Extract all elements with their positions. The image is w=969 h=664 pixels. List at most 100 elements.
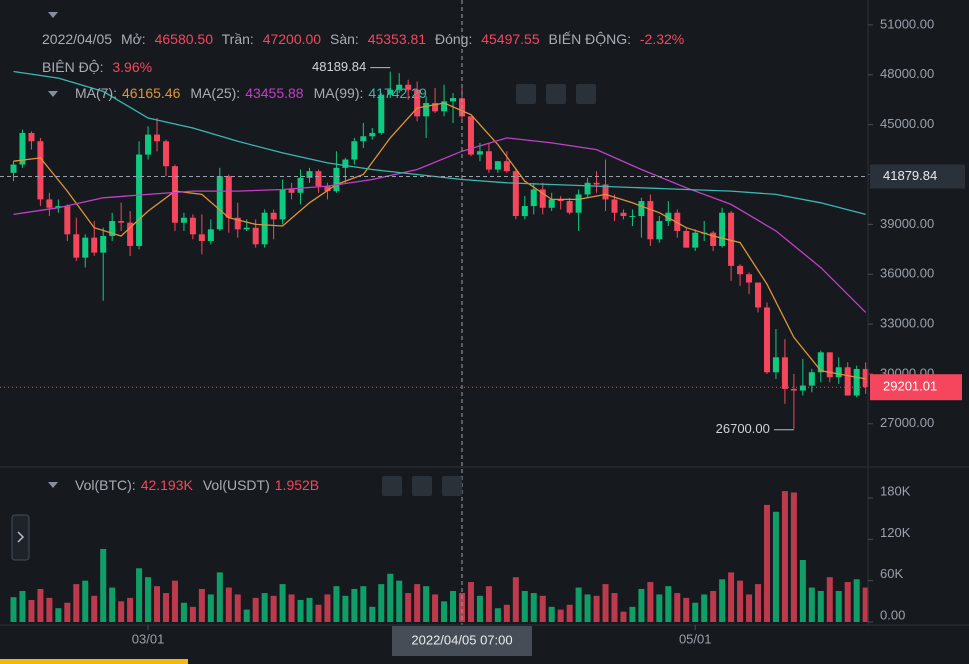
low-label: Sàn: (330, 31, 359, 47)
volume-bar (73, 584, 80, 622)
candle-body (647, 201, 654, 240)
vol-legend-value: 1.952B (275, 477, 319, 493)
last-price-label: 29201.01 (883, 379, 937, 394)
volume-bar (647, 582, 654, 622)
vol-settings-button[interactable] (412, 476, 432, 496)
volume-bar (467, 582, 474, 622)
volume-bar (46, 597, 53, 622)
candle-body (566, 201, 573, 213)
volume-bar (162, 593, 169, 622)
candle-body (467, 116, 474, 155)
candle-body (279, 189, 286, 220)
change-label: BIẾN ĐỘNG: (549, 31, 631, 47)
candle-body (485, 151, 492, 170)
volume-bar (243, 609, 250, 622)
collapse-caret[interactable] (48, 12, 58, 18)
volume-bar (512, 577, 519, 622)
expand-button[interactable] (11, 514, 30, 561)
vol-eye-button[interactable] (382, 476, 402, 496)
candle-body (387, 89, 394, 95)
ma-line (13, 70, 866, 216)
volume-bar (297, 599, 304, 622)
change-value: -2.32% (640, 31, 684, 47)
volume-bar (333, 586, 340, 622)
volume-bar (656, 594, 663, 622)
volume-bar (100, 548, 107, 622)
candle-body (844, 367, 851, 396)
candle-body (180, 217, 187, 223)
candle-body (853, 368, 860, 396)
vol-legend-value: 42.193K (141, 477, 194, 493)
candle-body (342, 159, 349, 168)
candle-body (136, 154, 143, 246)
candle-body (28, 132, 35, 142)
volume-bar (790, 492, 797, 622)
candle-body (710, 232, 717, 246)
volume-bar (450, 591, 457, 622)
volume-bar (216, 572, 223, 622)
volume-bar (503, 604, 510, 622)
volume-bar (808, 587, 815, 622)
candle-body (763, 307, 770, 373)
candle-body (243, 227, 250, 230)
ma-line (13, 137, 867, 313)
volume-bar (746, 594, 753, 622)
high-value: 47200.00 (263, 31, 322, 47)
close-button[interactable] (576, 84, 596, 104)
candle-body (790, 388, 797, 391)
candle-body (19, 132, 26, 165)
candle-body (270, 212, 277, 220)
volume-bar (288, 594, 295, 622)
ma-legend-label: MA(7): (75, 85, 117, 101)
candle-body (73, 234, 80, 258)
volume-bar (862, 587, 869, 622)
candle-body (162, 141, 169, 167)
volume-bar (396, 580, 403, 622)
volume-bar (611, 593, 618, 622)
vol-caret[interactable] (48, 482, 58, 488)
vol-close-button[interactable] (442, 476, 462, 496)
candle-body (91, 237, 98, 253)
volume-bar (755, 584, 762, 622)
candle-body (835, 367, 842, 378)
volume-bar (844, 582, 851, 622)
candle-body (405, 84, 412, 90)
candle-body (324, 186, 331, 192)
volume-bar (423, 586, 430, 622)
x-tick-label: 05/01 (679, 631, 712, 646)
eye-button[interactable] (516, 84, 536, 104)
vol-tick-label: 60K (880, 566, 903, 581)
volume-bar (826, 577, 833, 622)
candle-body (719, 212, 726, 246)
y-tick-label: 33000.00 (880, 316, 934, 331)
candle-body (351, 141, 358, 160)
candle-body (450, 98, 457, 102)
volume-bar (593, 595, 600, 622)
vol-tick-label: 180K (880, 483, 911, 498)
vol-legend-label: Vol(BTC): (75, 477, 136, 493)
last-price-box (870, 374, 962, 401)
y-tick-label: 45000.00 (880, 116, 934, 131)
candle-body (378, 94, 385, 133)
candle-body (620, 212, 627, 217)
candle-body (629, 216, 636, 218)
volume-bar (279, 584, 286, 622)
volume-bar (665, 586, 672, 622)
volume-bar (207, 594, 214, 622)
candle-body (638, 201, 645, 217)
volume-bar (772, 511, 779, 622)
settings-button[interactable] (546, 84, 566, 104)
volume-bar (539, 595, 546, 622)
candle-body (665, 212, 672, 222)
y-tick-label: 39000.00 (880, 216, 934, 231)
ma-caret[interactable] (48, 91, 58, 97)
candle-body (728, 212, 735, 266)
candle-body (423, 103, 430, 117)
candle-body (799, 385, 806, 391)
volume-bar (459, 592, 465, 622)
candle-body (261, 212, 268, 245)
candle-body (306, 171, 313, 178)
volume-bar (82, 580, 89, 622)
candle-body (46, 199, 53, 208)
